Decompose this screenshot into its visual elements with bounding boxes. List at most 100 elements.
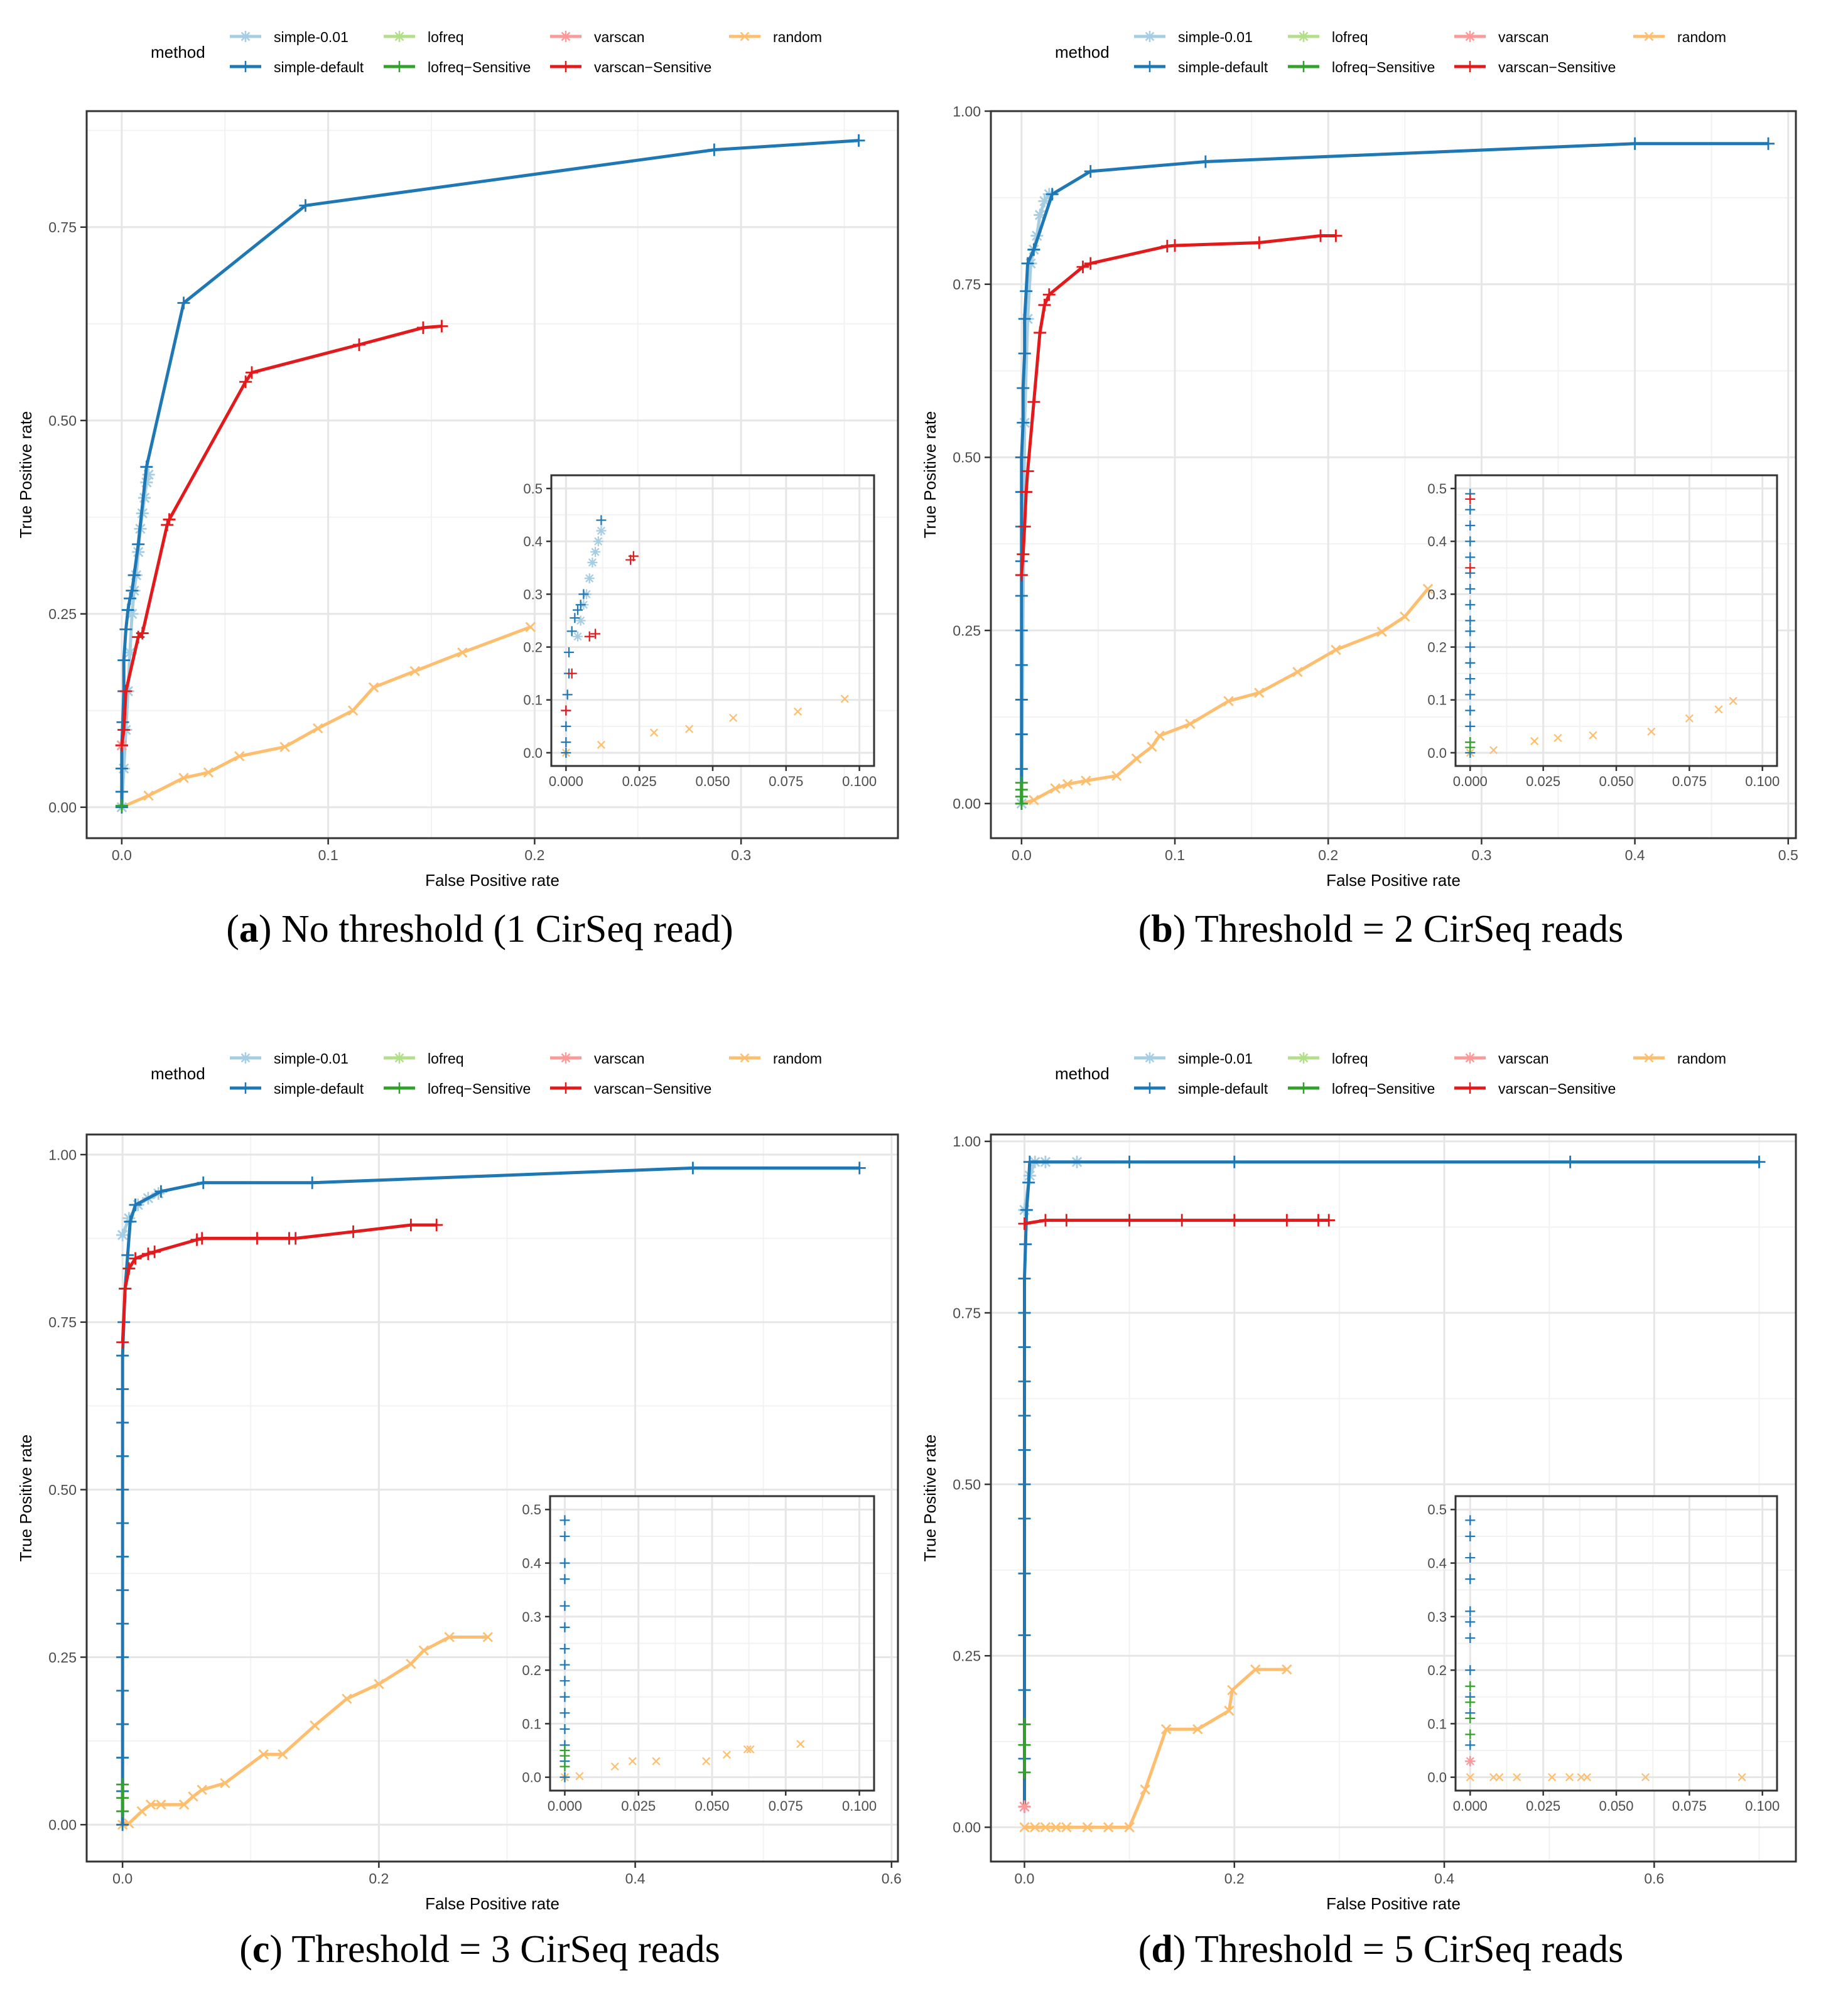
panel-a: method simple-0.01 simple-default lofreq lof…	[16, 29, 899, 951]
legend-label: lofreq−Sensitive	[1332, 1081, 1435, 1097]
panel-caption: (c) Threshold = 3 CirSeq reads	[239, 1928, 720, 1971]
legend-label: simple-default	[1178, 59, 1268, 75]
inset-point-simple-0.01	[584, 573, 595, 584]
point-simple-default	[1015, 762, 1028, 775]
inset-point-simple-default	[596, 515, 607, 526]
point-simple-default	[116, 1517, 129, 1530]
point-random	[1111, 770, 1122, 781]
point-simple-default	[1018, 1272, 1031, 1285]
inset-point-random	[1582, 1773, 1592, 1782]
point-simple-0.01	[116, 1229, 129, 1242]
y-tick-label: 0.50	[953, 1476, 981, 1492]
point-random	[1185, 718, 1196, 730]
point-simple-default	[1018, 1375, 1031, 1388]
legend-key-marker	[240, 31, 251, 42]
point-lofreq-Sensitive	[1018, 1718, 1031, 1731]
point-varscan-Sensitive	[1027, 396, 1040, 409]
legend-item-random: random	[729, 29, 822, 45]
x-tick-label: 0.2	[1224, 1870, 1245, 1887]
legend-key-marker	[1298, 1082, 1309, 1094]
legend-item-simple-default: simple-default	[230, 1081, 364, 1097]
x-tick-label: 0.2	[1318, 847, 1338, 863]
legend-key-marker	[394, 61, 405, 72]
legend-label: varscan	[1498, 1050, 1549, 1067]
inset-x-tick-label: 0.025	[622, 774, 657, 789]
inset-y-tick-label: 0.1	[522, 1716, 541, 1732]
legend-label: varscan−Sensitive	[1498, 59, 1616, 75]
legend-label: varscan	[1498, 29, 1549, 45]
inset-y-tick-label: 0.2	[523, 640, 543, 655]
legend-key-marker	[1464, 31, 1476, 42]
inset-point-simple-default	[1465, 1531, 1476, 1541]
point-random	[1376, 627, 1387, 637]
plot-border	[990, 110, 1797, 839]
point-simple-default	[708, 143, 721, 156]
legend-key-marker	[560, 1052, 571, 1064]
legend-label: random	[773, 29, 822, 45]
inset-series-lofreq-Sensitive	[559, 1745, 570, 1772]
point-varscan-Sensitive	[416, 321, 430, 334]
legend-title: method	[151, 1064, 205, 1083]
inset-point-lofreq-Sensitive	[1465, 1681, 1476, 1691]
plot-border	[85, 110, 899, 839]
point-simple-default	[115, 785, 128, 799]
point-random	[310, 1720, 320, 1731]
inset-point-lofreq-Sensitive	[559, 1761, 570, 1772]
series-random	[117, 1632, 494, 1830]
inset-point-simple-default	[1465, 520, 1476, 531]
y-tick-label: 1.00	[48, 1146, 77, 1163]
point-simple-default	[132, 537, 145, 551]
point-varscan-Sensitive	[1015, 568, 1028, 581]
point-simple-default	[1084, 164, 1097, 178]
inset-point-simple-default	[561, 737, 571, 748]
inset-y-tick-label: 0.0	[522, 1770, 541, 1786]
legend-label: random	[773, 1050, 822, 1067]
x-tick-label: 0.1	[318, 847, 338, 863]
inset-point-random	[652, 1757, 661, 1765]
inset-point-random	[610, 1762, 619, 1771]
legend-item-simple-0.01: simple-0.01	[1134, 1050, 1253, 1067]
caption-paren-open: (	[1138, 908, 1152, 951]
point-simple-default	[1018, 1683, 1031, 1696]
inset-point-random	[793, 707, 802, 716]
legend-item-varscan-Sensitive: varscan−Sensitive	[1454, 1081, 1616, 1097]
y-tick-label: 0.25	[48, 606, 77, 622]
point-simple-default	[115, 762, 128, 775]
inset-point-random	[597, 740, 605, 749]
point-varscan-Sensitive	[239, 375, 252, 389]
inset-point-simple-default	[1465, 583, 1476, 594]
point-simple-default	[1018, 1567, 1031, 1580]
point-simple-default	[197, 1176, 210, 1189]
inset-y-tick-label: 0.2	[1427, 640, 1447, 655]
inset-point-random	[722, 1750, 732, 1759]
inset-point-simple-default	[559, 1515, 570, 1526]
inset-point-simple-default	[1465, 1740, 1476, 1750]
point-simple-default	[116, 1416, 129, 1429]
inset-y-tick-label: 0.5	[522, 1502, 541, 1517]
inset-x-tick-label: 0.000	[549, 774, 583, 789]
point-random	[1223, 696, 1234, 706]
y-axis-title: True Positive rate	[16, 1435, 35, 1562]
point-random	[1082, 1822, 1093, 1833]
point-simple-default	[1753, 1155, 1766, 1168]
caption-text: Threshold = 3 CirSeq reads	[291, 1928, 720, 1971]
legend-item-lofreq-Sensitive: lofreq−Sensitive	[384, 1081, 531, 1097]
inset-point-simple-default	[1465, 626, 1476, 637]
point-random	[368, 682, 379, 693]
x-tick-label: 0.0	[112, 847, 132, 863]
inset-point-lofreq-Sensitive	[1465, 1713, 1476, 1723]
legend-label: simple-0.01	[274, 29, 349, 45]
caption-paren-open: (	[239, 1928, 252, 1971]
legend-key-marker	[1144, 1082, 1155, 1094]
legend-label: lofreq	[1332, 1050, 1368, 1067]
inset-point-simple-default	[559, 1723, 570, 1734]
point-varscan-Sensitive	[435, 320, 448, 333]
legend-key-marker	[394, 31, 405, 42]
inset-point-simple-0.01	[593, 536, 603, 547]
inset-point-random	[1565, 1773, 1574, 1782]
point-random	[374, 1678, 384, 1690]
point-varscan-Sensitive	[148, 1245, 161, 1258]
point-varscan-Sensitive	[246, 366, 259, 379]
inset-x-tick-label: 0.025	[1526, 1798, 1560, 1814]
point-varscan-Sensitive	[1038, 298, 1051, 311]
